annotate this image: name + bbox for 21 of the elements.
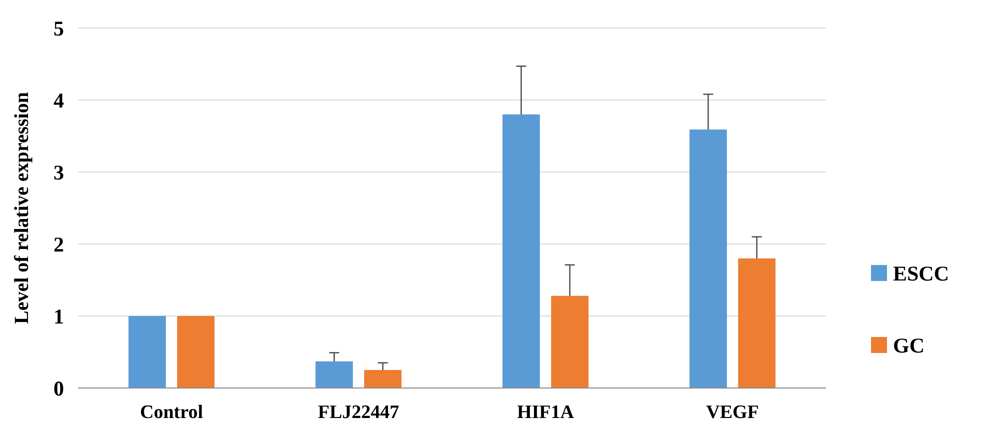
x-tick-label: FLJ22447	[318, 402, 400, 423]
bar	[689, 130, 727, 388]
bar	[128, 316, 166, 388]
bar	[738, 258, 776, 388]
bar	[177, 316, 215, 388]
bar	[364, 370, 402, 388]
legend-label: ESCC	[893, 261, 950, 286]
x-tick-label: HIF1A	[517, 402, 574, 423]
y-axis-title: Level of relative expression	[11, 92, 33, 324]
y-tick-label: 4	[54, 88, 64, 112]
y-tick-label: 1	[54, 304, 64, 328]
x-tick-label: VEGF	[706, 402, 759, 423]
bar	[502, 114, 540, 388]
y-tick-label: 2	[54, 232, 64, 256]
x-tick-label: Control	[140, 402, 203, 423]
y-tick-label: 3	[54, 160, 64, 184]
bar	[551, 296, 589, 388]
bar	[315, 361, 353, 388]
y-tick-label: 5	[54, 16, 64, 40]
legend-label: GC	[893, 333, 924, 358]
y-tick-label: 0	[54, 376, 64, 400]
